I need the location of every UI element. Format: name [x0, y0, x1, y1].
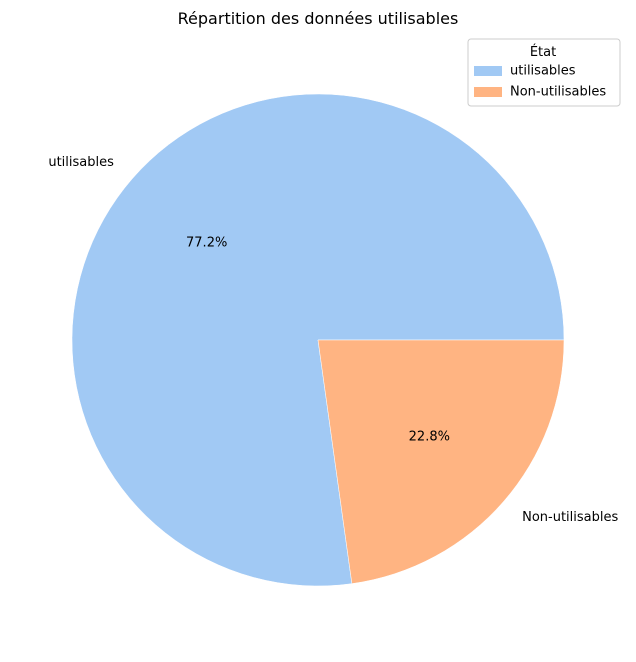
legend-swatch-non-utilisables [474, 87, 502, 97]
legend-title: État [530, 44, 556, 60]
slice-category-label-utilisables: utilisables [48, 155, 114, 170]
chart-title: Répartition des données utilisables [178, 9, 459, 28]
pie-slice-non-utilisables [317, 339, 565, 584]
slice-pct-label-non-utilisables: 22.8% [409, 429, 450, 444]
legend-frame [467, 38, 621, 107]
slice-pct-label-utilisables: 77.2% [186, 236, 227, 251]
pie-slices [71, 93, 565, 587]
legend-swatch-utilisables [474, 66, 502, 76]
legend-entries: utilisables Non-utilisables [474, 64, 606, 100]
legend-label-non-utilisables: Non-utilisables [510, 85, 606, 100]
pie-labels: 77.2% utilisables 22.8% Non-utilisables [48, 155, 618, 525]
legend: État utilisables Non-utilisables [467, 38, 621, 107]
slice-category-label-non-utilisables: Non-utilisables [522, 510, 618, 525]
legend-label-utilisables: utilisables [510, 64, 576, 79]
